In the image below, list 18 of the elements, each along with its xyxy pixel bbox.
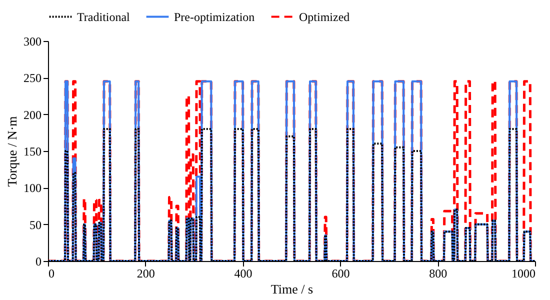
x-tick-label: 400 — [234, 266, 252, 280]
x-tick-label: 1000 — [512, 266, 536, 280]
y-tick-label: 150 — [24, 144, 42, 158]
x-tick-label: 600 — [332, 266, 350, 280]
legend-label: Traditional — [77, 10, 131, 24]
y-tick-label: 50 — [30, 218, 42, 232]
y-axis-title: Torque / N·m — [4, 116, 20, 187]
x-tick-label: 200 — [136, 266, 155, 280]
y-tick-label: 250 — [24, 71, 42, 86]
x-tick-label: 0 — [48, 266, 54, 280]
y-tick-label: 200 — [24, 108, 42, 122]
x-axis-title: Time / s — [270, 282, 314, 296]
legend-label: Optimized — [299, 10, 350, 24]
legend-label: Pre-optimization — [174, 10, 255, 24]
y-tick-label: 100 — [24, 181, 42, 196]
y-tick-label: 0 — [36, 254, 42, 268]
y-tick-label: 300 — [24, 34, 42, 48]
x-tick-label: 800 — [429, 266, 448, 280]
